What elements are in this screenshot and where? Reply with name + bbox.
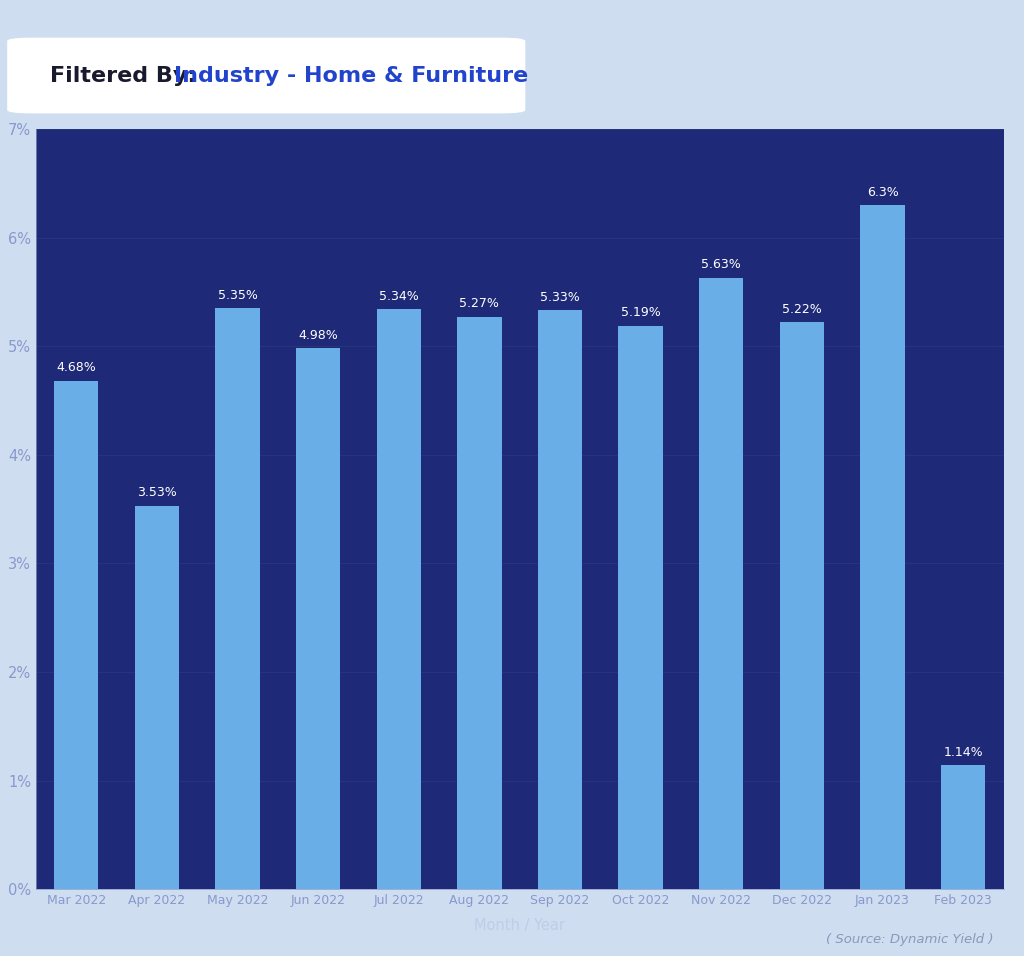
Bar xyxy=(134,506,179,889)
Bar xyxy=(457,316,502,889)
Bar xyxy=(779,322,824,889)
Text: ( Source: Dynamic Yield ): ( Source: Dynamic Yield ) xyxy=(825,933,993,946)
Text: 5.63%: 5.63% xyxy=(701,258,741,272)
Bar xyxy=(941,766,985,889)
Text: 5.19%: 5.19% xyxy=(621,306,660,319)
Text: 5.34%: 5.34% xyxy=(379,290,419,303)
Text: 3.53%: 3.53% xyxy=(137,487,177,499)
Text: 4.68%: 4.68% xyxy=(56,361,96,375)
Text: 5.22%: 5.22% xyxy=(782,303,822,315)
Text: 6.3%: 6.3% xyxy=(866,185,898,199)
Bar xyxy=(54,380,98,889)
Text: 5.33%: 5.33% xyxy=(540,291,580,304)
Bar xyxy=(618,326,663,889)
Bar xyxy=(699,278,743,889)
Bar xyxy=(860,206,905,889)
Bar xyxy=(538,311,583,889)
Bar xyxy=(296,348,340,889)
Text: Filtered By:: Filtered By: xyxy=(49,66,204,85)
Text: 4.98%: 4.98% xyxy=(298,329,338,342)
Text: Industry - Home & Furniture: Industry - Home & Furniture xyxy=(174,66,528,85)
Text: 1.14%: 1.14% xyxy=(943,746,983,759)
Bar xyxy=(215,308,260,889)
X-axis label: Month / Year: Month / Year xyxy=(474,918,565,933)
FancyBboxPatch shape xyxy=(7,37,525,114)
Bar xyxy=(377,310,421,889)
Text: 5.35%: 5.35% xyxy=(217,289,257,302)
Text: 5.27%: 5.27% xyxy=(460,297,500,311)
